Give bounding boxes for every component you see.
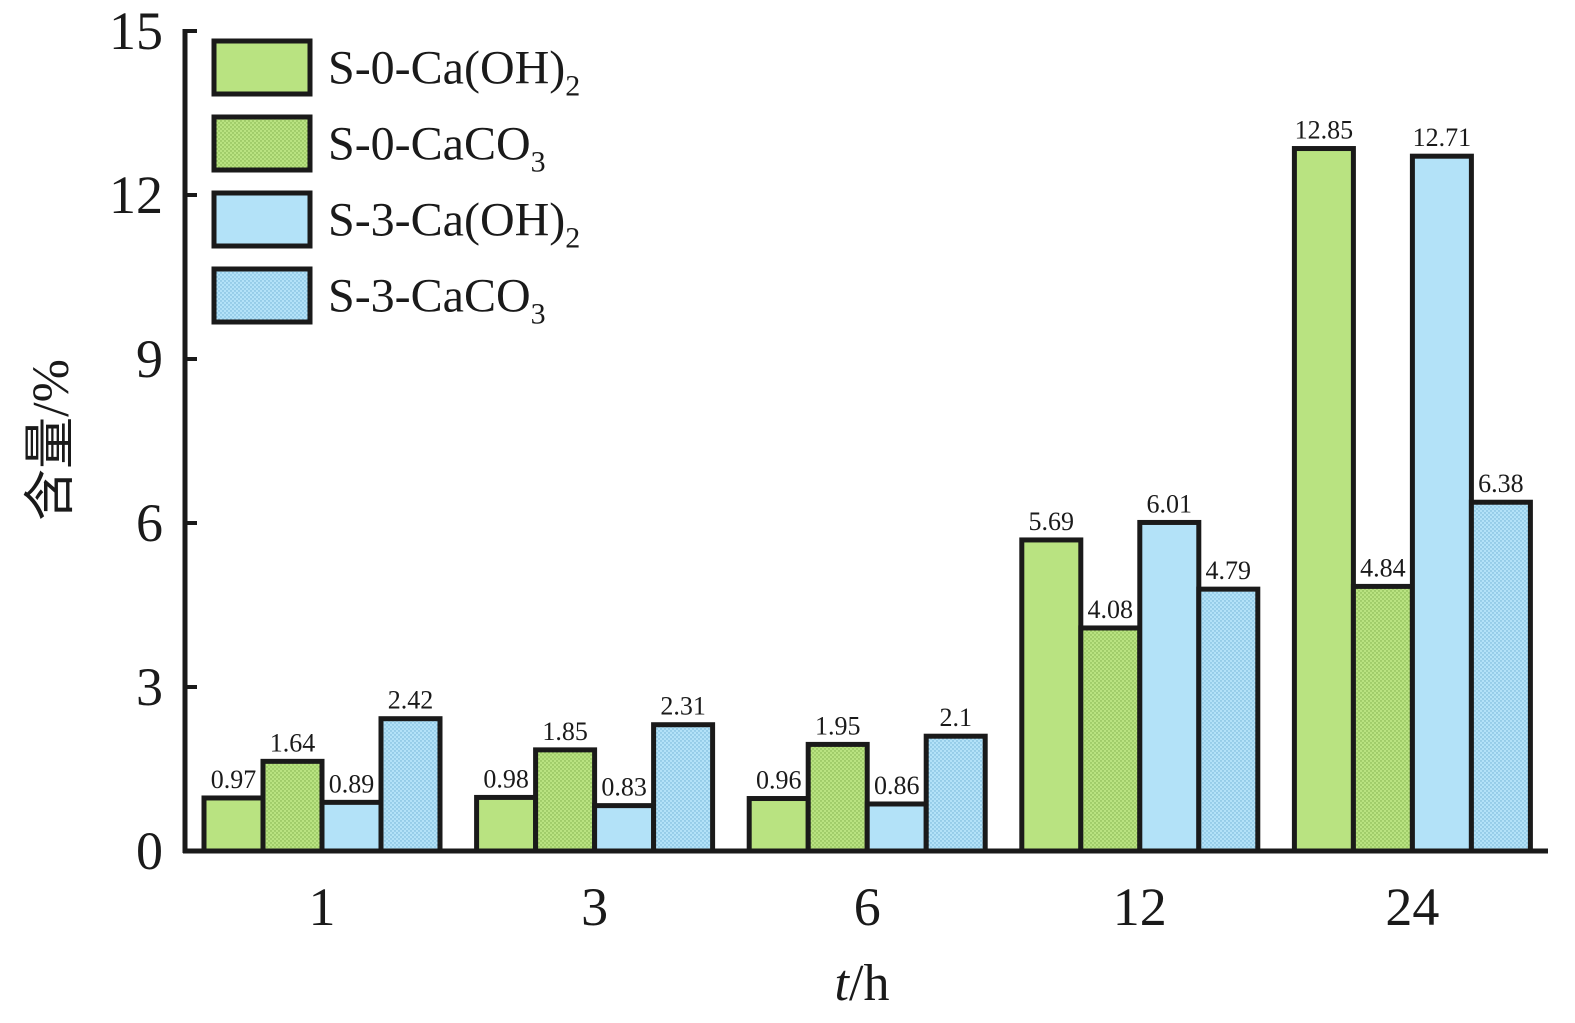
bar-S-3-CaCO3-1 [378,716,443,854]
legend-label-S-0-Ca(OH)2: S-0-Ca(OH)2 [328,42,580,103]
data-label-S-3-Ca(OH)2-24: 12.71 [1413,123,1472,152]
bar-S-0-CaCO3-12 [1078,625,1143,854]
legend-label-S-3-CaCO3: S-3-CaCO3 [328,270,546,331]
legend-swatch-S-3-CaCO3 [211,266,313,325]
x-tick-label-12: 12 [1113,877,1167,937]
data-label-S-3-CaCO3-6: 2.1 [939,703,972,732]
y-tick-label-15: 15 [109,1,163,61]
x-axis-title-variable: t [835,955,851,1012]
legend-swatch-S-0-Ca(OH)2 [211,38,313,97]
data-label-S-0-Ca(OH)2-12: 5.69 [1029,507,1075,536]
bar-S-3-Ca(OH)2-12 [1137,519,1202,854]
bar-S-0-Ca(OH)2-6 [746,796,811,854]
legend: S-0-Ca(OH)2 S-0-CaCO3 S-3-Ca(OH)2 S-3-CaCO3 [211,38,580,331]
y-tick-label-9: 9 [136,329,163,389]
bar-S-0-CaCO3-6 [805,741,870,854]
data-labels-group: 0.97 1.64 0.89 2.42 0.98 1.85 0.83 2.31 0.96 1.95… [211,116,1524,802]
data-label-S-3-Ca(OH)2-6: 0.86 [874,771,920,800]
y-axis-title: 含量/% [23,359,80,521]
data-label-S-0-CaCO3-3: 1.85 [542,717,588,746]
data-label-S-3-CaCO3-24: 6.38 [1478,469,1524,498]
data-label-S-3-Ca(OH)2-3: 0.83 [601,773,647,802]
legend-swatch-S-3-Ca(OH)2 [211,190,313,249]
data-label-S-3-CaCO3-3: 2.31 [660,692,706,721]
bar-S-0-Ca(OH)2-3 [474,794,539,854]
bar-S-3-Ca(OH)2-24 [1409,153,1474,854]
data-label-S-0-Ca(OH)2-3: 0.98 [483,764,529,793]
bar-S-3-CaCO3-6 [923,733,988,854]
y-tick-label-6: 6 [136,493,163,553]
bar-S-3-CaCO3-24 [1468,499,1533,854]
bar-S-3-Ca(OH)2-1 [319,799,384,854]
legend-swatch-S-0-CaCO3 [211,114,313,173]
bar-S-0-CaCO3-24 [1350,583,1415,854]
data-label-S-0-Ca(OH)2-6: 0.96 [756,766,802,795]
data-label-S-0-CaCO3-6: 1.95 [815,711,861,740]
y-tick-label-3: 3 [136,657,163,717]
data-label-S-0-Ca(OH)2-1: 0.97 [211,765,257,794]
data-label-S-3-Ca(OH)2-1: 0.89 [329,769,375,798]
x-tick-label-3: 3 [581,877,608,937]
bar-S-0-Ca(OH)2-1 [201,795,266,854]
bar-S-3-CaCO3-3 [651,722,716,854]
y-tick-label-12: 12 [109,165,163,225]
legend-label-S-3-Ca(OH)2: S-3-Ca(OH)2 [328,194,580,255]
data-label-S-0-CaCO3-24: 4.84 [1360,553,1406,582]
data-label-S-0-CaCO3-1: 1.64 [270,728,316,757]
bar-S-0-CaCO3-3 [533,747,598,854]
data-label-S-3-CaCO3-1: 2.42 [388,686,434,715]
x-axis-title-unit: /h [849,955,889,1012]
bars-group [201,146,1533,854]
bar-S-0-CaCO3-1 [260,758,325,854]
x-tick-label-6: 6 [854,877,881,937]
x-tick-label-1: 1 [309,877,336,937]
data-label-S-3-Ca(OH)2-12: 6.01 [1147,489,1193,518]
data-label-S-0-CaCO3-12: 4.08 [1088,595,1134,624]
y-tick-label-0: 0 [136,821,163,881]
bar-S-3-Ca(OH)2-6 [864,801,929,854]
bar-S-0-Ca(OH)2-24 [1291,146,1356,854]
legend-label-S-0-CaCO3: S-0-CaCO3 [328,118,546,179]
data-label-S-3-CaCO3-12: 4.79 [1206,556,1252,585]
bar-S-3-Ca(OH)2-3 [592,803,657,854]
bar-S-0-Ca(OH)2-12 [1019,537,1084,854]
bar-S-3-CaCO3-12 [1196,586,1261,854]
data-label-S-0-Ca(OH)2-24: 12.85 [1295,116,1354,145]
x-axis-title: t/h [835,955,890,1012]
axes-group: 0 3 6 9 12 15 1 3 6 12 24 [109,1,1548,937]
x-tick-label-24: 24 [1385,877,1439,937]
